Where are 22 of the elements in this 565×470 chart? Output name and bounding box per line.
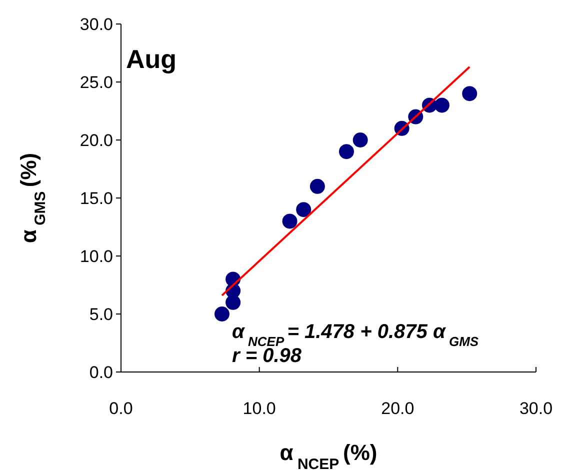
point [296, 202, 312, 218]
point [226, 294, 241, 310]
y-tick-label: 20.0 [80, 130, 113, 150]
x-tick-label: 10.0 [242, 399, 276, 418]
y-tick-label: 0.0 [89, 362, 113, 382]
y-tick-label: 30.0 [80, 14, 113, 34]
y-tick-label: 25.0 [80, 72, 113, 92]
point [282, 214, 298, 229]
text: Aug [126, 44, 177, 74]
y-tick-label: 15.0 [80, 188, 113, 208]
point [214, 306, 230, 322]
point [352, 132, 368, 148]
point [338, 144, 354, 160]
x-tick-label: 0.0 [109, 399, 133, 418]
point [434, 98, 450, 113]
x-tick-label: 30.0 [519, 399, 553, 418]
x-tick-label: 20.0 [381, 399, 414, 418]
y-tick-label: 5.0 [89, 304, 113, 324]
point [462, 86, 478, 102]
y-tick-label: 10.0 [80, 246, 113, 266]
x-axis-title: α$_{NCEP}$ (%) [280, 440, 378, 470]
point [310, 178, 325, 194]
